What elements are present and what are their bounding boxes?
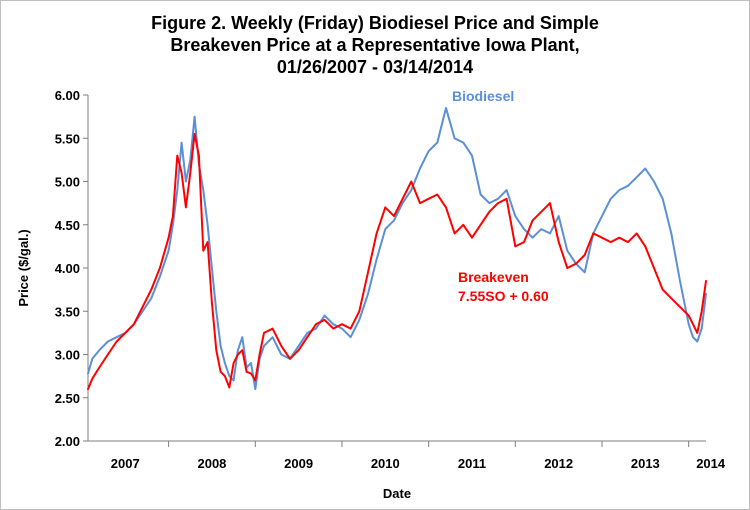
breakeven-annotation-line-2: 7.55SO + 0.60 (458, 288, 549, 304)
x-tick-label: 2009 (284, 456, 313, 471)
y-tick-label: 2.50 (55, 391, 80, 406)
y-tick-label: 4.50 (55, 218, 80, 233)
y-tick-label: 4.00 (55, 261, 80, 276)
chart-title-line-2: Breakeven Price at a Representative Iowa… (170, 35, 580, 55)
x-tick-label: 2014 (696, 456, 726, 471)
y-tick-label: 2.00 (55, 434, 80, 449)
x-tick-label: 2007 (111, 456, 140, 471)
y-tick-label: 5.50 (55, 131, 80, 146)
biodiesel-annotation: Biodiesel (452, 88, 514, 104)
x-tick-label: 2010 (371, 456, 400, 471)
series-lines (87, 107, 707, 391)
x-tick-label: 2011 (458, 456, 486, 471)
axes: 2.00 2.50 3.00 3.50 4.00 4.50 5.00 5.50 6.00 2007… (55, 88, 726, 471)
x-axis-label: Date (383, 486, 411, 501)
y-axis-label: Price ($/gal.) (16, 229, 31, 306)
x-tick-label: 2012 (544, 456, 573, 471)
x-tick-label: 2008 (197, 456, 226, 471)
breakeven-series-line (87, 132, 707, 391)
chart-title-line-3: 01/26/2007 - 03/14/2014 (276, 57, 474, 77)
y-tick-label: 3.50 (55, 304, 80, 319)
y-tick-label: 6.00 (55, 88, 80, 103)
chart-title-line-1: Figure 2. Weekly (Friday) Biodiesel Pric… (151, 13, 599, 33)
y-tick-label: 3.00 (55, 348, 80, 363)
x-tick-label: 2013 (631, 456, 660, 471)
biodiesel-series-line (87, 107, 707, 391)
breakeven-annotation-line-1: Breakeven (458, 269, 529, 285)
y-tick-label: 5.00 (55, 175, 80, 190)
